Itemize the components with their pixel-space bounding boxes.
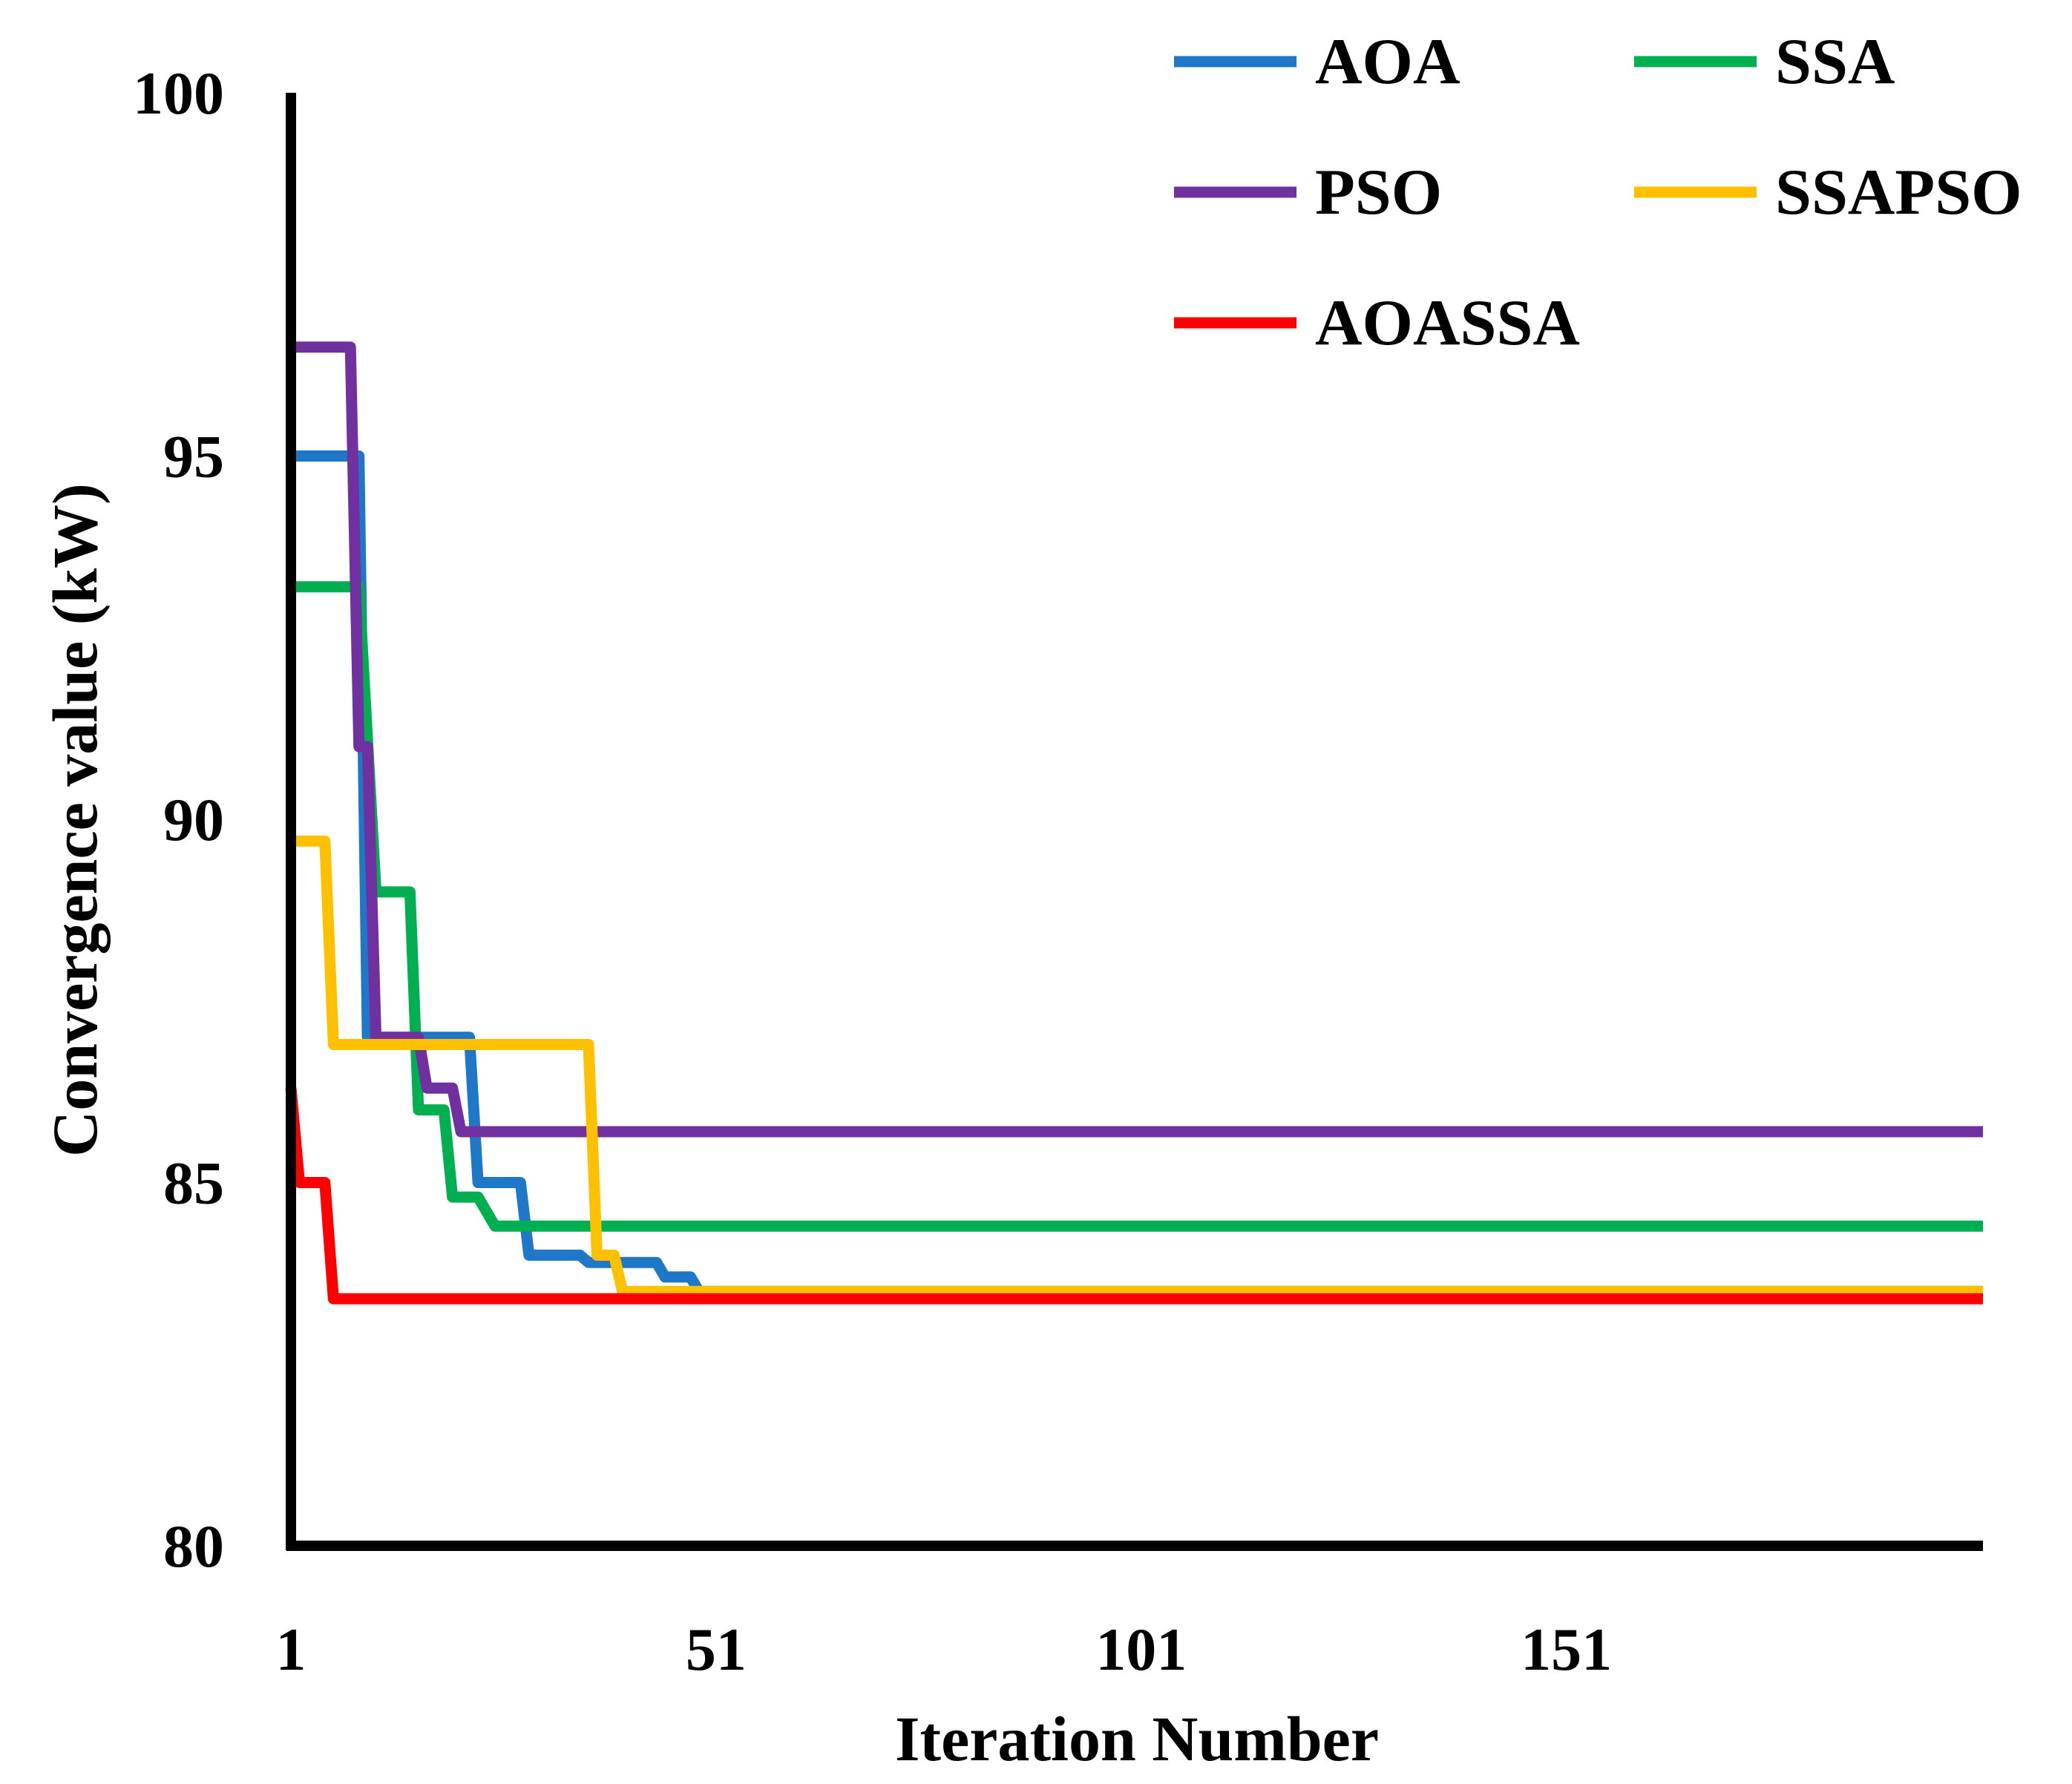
y-tick-label: 80 (163, 1512, 224, 1580)
legend-label: AOA (1315, 26, 1460, 98)
legend-item-aoa: AOA (1174, 26, 1460, 98)
y-tick-label: 95 (163, 423, 224, 491)
y-axis-ticks: 80 85 90 95 100 (133, 59, 224, 1580)
x-tick-label: 101 (1095, 1616, 1187, 1683)
legend-label: SSAPSO (1775, 157, 2022, 229)
x-axis-title: Iteration Number (895, 1703, 1379, 1774)
legend-label: SSA (1775, 26, 1895, 98)
axes (286, 93, 1983, 1551)
series-line-ssa (291, 581, 1983, 1232)
x-tick-label: 1 (276, 1616, 306, 1683)
x-tick-label: 51 (686, 1616, 747, 1683)
x-tick-label: 151 (1521, 1616, 1612, 1683)
legend-item-ssa: SSA (1634, 26, 1895, 98)
legend-item-pso: PSO (1174, 157, 1442, 229)
series-line-aoassa (285, 1087, 1983, 1305)
series-line-ssapso (291, 835, 1983, 1297)
y-tick-label: 90 (163, 786, 224, 853)
series-layer (285, 341, 1983, 1305)
legend-label: PSO (1315, 157, 1442, 229)
x-axis-ticks: 1 51 101 151 (276, 1616, 1613, 1683)
y-tick-label: 85 (163, 1150, 224, 1217)
legend-label: AOASSA (1315, 287, 1580, 359)
legend-item-ssapso: SSAPSO (1634, 157, 2022, 229)
legend-item-aoassa: AOASSA (1174, 287, 1580, 359)
y-axis-title: Convergence value (kW) (39, 483, 111, 1157)
y-tick-label: 100 (133, 59, 224, 127)
series-line-pso (291, 341, 1983, 1138)
series-line-aoa (291, 450, 1983, 1297)
